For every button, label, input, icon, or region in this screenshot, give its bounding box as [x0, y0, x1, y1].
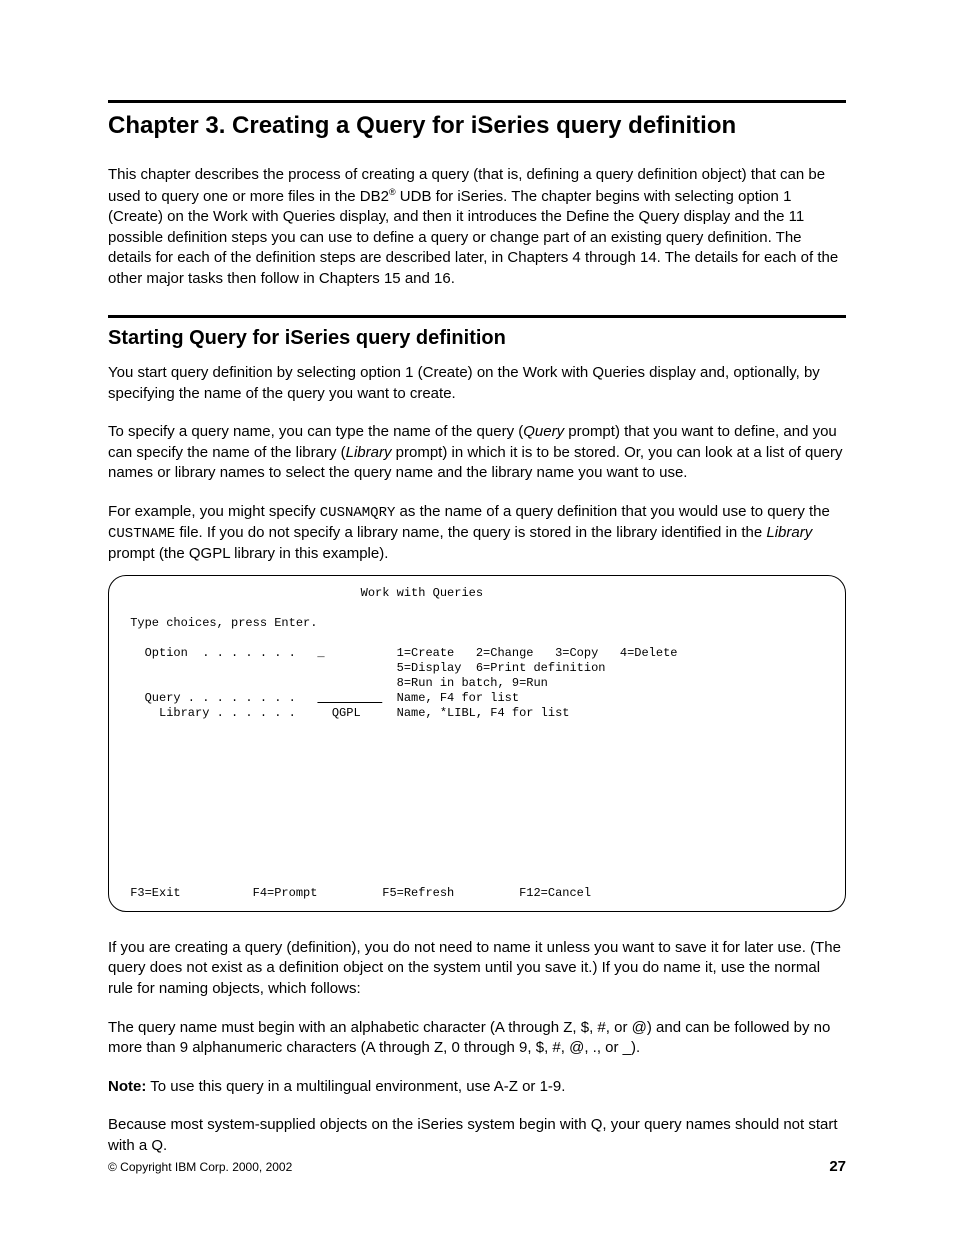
- para-5: The query name must begin with an alphab…: [108, 1018, 846, 1059]
- term-query-a: Query . . . . . . . .: [123, 691, 317, 705]
- para3-a: For example, you might specify: [108, 503, 320, 520]
- registered-mark: ®: [389, 187, 396, 197]
- term-blank-13: [123, 871, 130, 885]
- library-term-2: Library: [766, 524, 812, 541]
- term-blank-2: [123, 631, 130, 645]
- section-title: Starting Query for iSeries query definit…: [108, 326, 846, 351]
- page-footer: © Copyright IBM Corp. 2000, 2002 27: [108, 1158, 846, 1175]
- term-option-1: Option . . . . . . . _ 1=Create 2=Change…: [123, 646, 678, 660]
- term-instr: Type choices, press Enter.: [123, 616, 317, 630]
- intro-paragraph: This chapter describes the process of cr…: [108, 165, 846, 289]
- term-option-2: 5=Display 6=Print definition: [123, 661, 605, 675]
- code-cusnamqry: CUSNAMQRY: [320, 505, 396, 521]
- note-paragraph: Note: To use this query in a multilingua…: [108, 1077, 846, 1098]
- term-blank-9: [123, 811, 130, 825]
- page: Chapter 3. Creating a Query for iSeries …: [0, 0, 954, 1235]
- code-custname: CUSTNAME: [108, 526, 175, 542]
- para-2: To specify a query name, you can type th…: [108, 422, 846, 484]
- term-fkeys: F3=Exit F4=Prompt F5=Refresh F12=Cancel: [123, 886, 591, 900]
- term-blank-11: [123, 841, 130, 855]
- term-option-3: 8=Run in batch, 9=Run: [123, 676, 548, 690]
- term-lib: Library . . . . . . QGPL Name, *LIBL, F4…: [123, 706, 569, 720]
- term-blank-4: [123, 736, 130, 750]
- para-6: Because most system-supplied objects on …: [108, 1115, 846, 1156]
- term-title: Work with Queries: [123, 586, 483, 600]
- page-number: 27: [829, 1158, 846, 1175]
- note-label: Note:: [108, 1078, 146, 1095]
- term-blank-8: [123, 796, 130, 810]
- library-term: Library: [346, 444, 392, 461]
- section-rule: [108, 315, 846, 318]
- para-3: For example, you might specify CUSNAMQRY…: [108, 502, 846, 565]
- note-text: To use this query in a multilingual envi…: [146, 1078, 565, 1095]
- term-blank-10: [123, 826, 130, 840]
- chapter-title: Chapter 3. Creating a Query for iSeries …: [108, 111, 846, 141]
- term-query-b: Name, F4 for list: [382, 691, 519, 705]
- copyright-text: © Copyright IBM Corp. 2000, 2002: [108, 1160, 292, 1174]
- term-blank-5: [123, 751, 130, 765]
- chapter-rule: [108, 100, 846, 103]
- term-blank-7: [123, 781, 130, 795]
- para3-d: prompt (the QGPL library in this example…: [108, 545, 388, 562]
- term-blank-1: [123, 601, 130, 615]
- para3-b: as the name of a query definition that y…: [395, 503, 829, 520]
- query-term: Query: [523, 423, 564, 440]
- para-1: You start query definition by selecting …: [108, 363, 846, 404]
- para2-a: To specify a query name, you can type th…: [108, 423, 523, 440]
- term-blank-6: [123, 766, 130, 780]
- term-blank-12: [123, 856, 130, 870]
- terminal-screen: Work with Queries Type choices, press En…: [108, 575, 846, 912]
- para-4: If you are creating a query (definition)…: [108, 938, 846, 1000]
- term-query-blank: [317, 691, 382, 705]
- para3-c: file. If you do not specify a library na…: [175, 524, 766, 541]
- term-blank-3: [123, 721, 130, 735]
